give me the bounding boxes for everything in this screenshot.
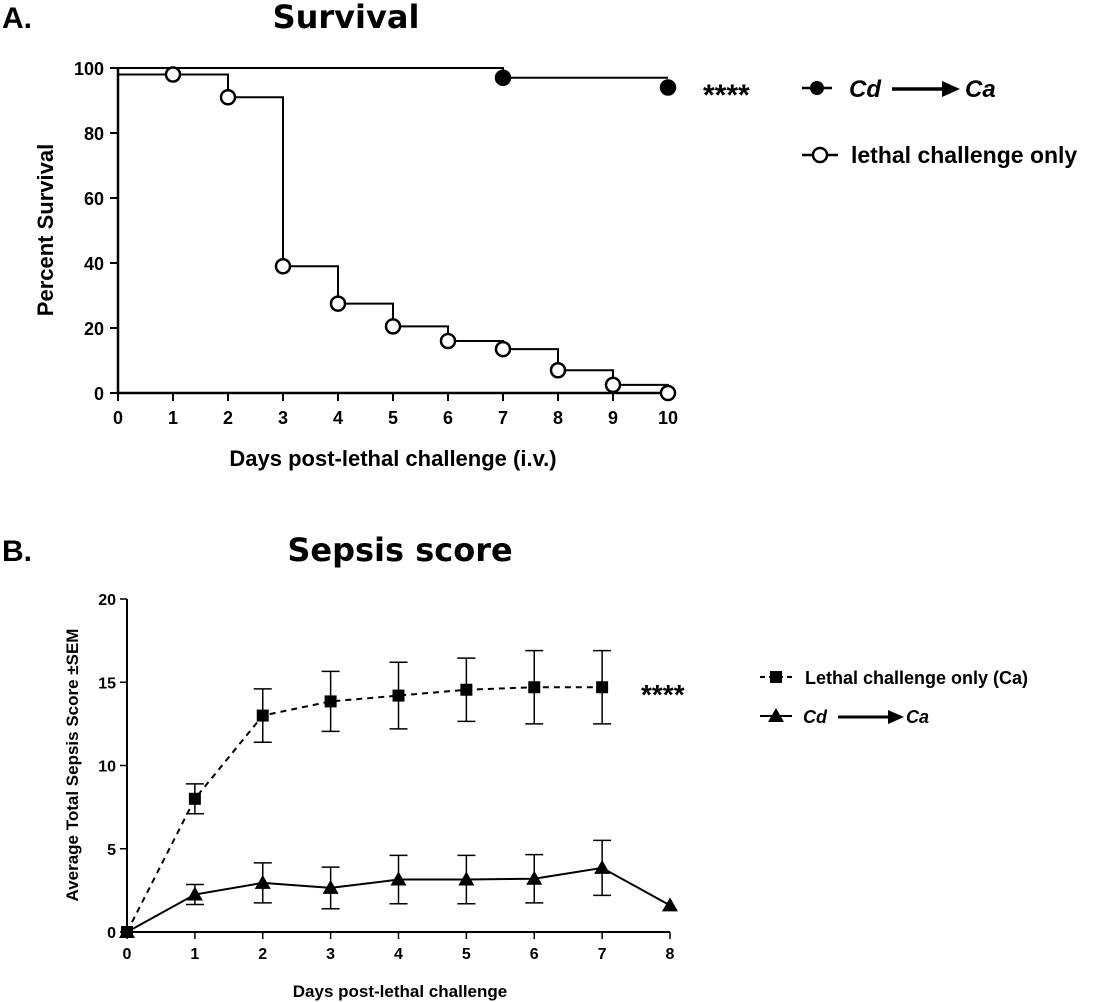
survival-legend-marker-open-circle	[811, 146, 829, 164]
survival-x-tick-label: 3	[278, 408, 288, 428]
sepsis-point-cd-ca	[254, 874, 271, 889]
survival-point-lethal	[439, 332, 457, 350]
survival-x-tick-label: 9	[608, 408, 618, 428]
sepsis-point-cd-ca	[662, 897, 678, 912]
sepsis-y-tick-label: 20	[98, 592, 116, 609]
sepsis-legend-marker-square	[770, 671, 782, 683]
sepsis-point-lethal	[256, 709, 269, 722]
sepsis-legend-lethal-label: Lethal challenge only (Ca)	[805, 668, 1028, 688]
sepsis-point-lethal	[324, 695, 337, 708]
sepsis-point-cd-ca	[186, 886, 203, 901]
sepsis-point-lethal	[392, 689, 405, 702]
sepsis-x-tick-label: 7	[598, 946, 607, 963]
sepsis-title: Sepsis score	[287, 531, 512, 569]
survival-x-tick-label: 0	[113, 408, 123, 428]
sepsis-y-tick-label: 15	[98, 675, 116, 692]
panel-b-label: B.	[2, 535, 32, 568]
survival-y-tick-label: 40	[84, 254, 104, 274]
survival-point-lethal	[604, 376, 622, 394]
survival-curves	[118, 67, 669, 393]
survival-x-tick-label: 7	[498, 408, 508, 428]
survival-curve-lethal	[118, 73, 669, 393]
sepsis-legend-ca: Ca	[906, 707, 929, 727]
survival-y-tick-label: 0	[94, 384, 104, 404]
sepsis-x-tick-label: 1	[190, 946, 199, 963]
survival-y-tick-label: 80	[84, 124, 104, 144]
survival-markers	[164, 66, 677, 402]
survival-axes	[116, 68, 668, 395]
survival-x-tick-label: 1	[168, 408, 178, 428]
sepsis-point-lethal	[188, 792, 201, 805]
sepsis-x-tick-label: 5	[462, 946, 471, 963]
survival-legend: Cd Ca lethal challenge only	[802, 76, 1077, 168]
survival-y-tick-label: 20	[84, 319, 104, 339]
sepsis-point-cd-ca	[322, 879, 339, 894]
sepsis-point-cd-ca	[458, 871, 475, 886]
sepsis-point-lethal	[528, 681, 541, 694]
sepsis-x-tick-label: 3	[326, 946, 335, 963]
survival-x-tick-label: 6	[443, 408, 453, 428]
sepsis-point-cd-ca	[526, 870, 543, 885]
sepsis-y-tick-label: 5	[107, 842, 116, 859]
sepsis-x-tick-label: 6	[530, 946, 539, 963]
sepsis-significance-stars: ****	[641, 679, 685, 710]
survival-significance-stars: ****	[703, 79, 750, 112]
survival-point-lethal	[549, 362, 567, 379]
survival-point-lethal	[274, 258, 292, 275]
sepsis-x-ticks: 0 1 2 3 4 5 6 7 8	[123, 932, 675, 963]
sepsis-y-axis-label: Average Total Sepsis Score ±SEM	[63, 629, 82, 902]
sepsis-x-axis-label: Days post-lethal challenge	[293, 982, 507, 1001]
survival-point-lethal	[384, 318, 402, 335]
survival-title: Survival	[273, 0, 420, 36]
sepsis-legend-cd: Cd	[803, 707, 828, 727]
survival-legend-ca: Ca	[965, 76, 996, 103]
survival-point-lethal	[494, 340, 512, 358]
survival-y-tick-label: 60	[84, 189, 104, 209]
sepsis-x-tick-label: 2	[258, 946, 267, 963]
sepsis-y-tick-label: 0	[107, 925, 116, 942]
survival-curve-cd-ca	[118, 67, 668, 79]
sepsis-x-tick-label: 0	[123, 946, 132, 963]
survival-x-tick-label: 2	[223, 408, 233, 428]
sepsis-legend-marker-triangle	[768, 708, 784, 722]
survival-x-tick-label: 10	[658, 408, 678, 428]
survival-point-cd-ca	[494, 69, 512, 86]
sepsis-point-cd-ca	[119, 924, 135, 938]
survival-legend-arrow-head	[942, 81, 960, 97]
sepsis-y-ticks: 0 5 10 15 20	[98, 592, 127, 942]
survival-y-tick-label: 100	[74, 59, 104, 79]
sepsis-point-lethal	[596, 681, 609, 694]
sepsis-line-lethal	[126, 686, 603, 933]
sepsis-x-tick-label: 4	[394, 946, 403, 963]
survival-point-lethal	[164, 66, 182, 83]
survival-x-tick-label: 8	[553, 408, 563, 428]
survival-y-axis-label: Percent Survival	[33, 144, 58, 316]
sepsis-x-tick-label: 8	[666, 946, 675, 963]
survival-legend-lethal-label: lethal challenge only	[851, 142, 1077, 168]
survival-x-tick-label: 4	[333, 408, 343, 428]
survival-point-cd-ca	[659, 79, 677, 96]
survival-y-ticks: 0 20 40 60 80 100	[74, 59, 118, 404]
survival-x-tick-label: 5	[388, 408, 398, 428]
panel-a-label: A.	[2, 2, 32, 35]
sepsis-markers	[119, 681, 678, 938]
sepsis-point-lethal	[460, 683, 473, 696]
survival-point-lethal	[329, 295, 347, 312]
sepsis-y-tick-label: 10	[98, 759, 116, 776]
survival-x-ticks: 0 1 2 3 4 5 6 7 8 9 10	[113, 393, 678, 428]
survival-point-lethal	[659, 384, 677, 402]
sepsis-legend: Lethal challenge only (Ca) Cd Ca	[760, 668, 1028, 727]
survival-legend-marker-filled-circle	[810, 81, 824, 95]
sepsis-point-cd-ca	[390, 871, 407, 886]
survival-point-lethal	[219, 89, 237, 106]
survival-x-axis-label: Days post-lethal challenge (i.v.)	[229, 446, 556, 471]
sepsis-error-bars	[185, 649, 612, 910]
sepsis-point-cd-ca	[594, 859, 611, 874]
survival-legend-cd: Cd	[849, 76, 882, 103]
sepsis-legend-arrow-head	[888, 710, 904, 724]
